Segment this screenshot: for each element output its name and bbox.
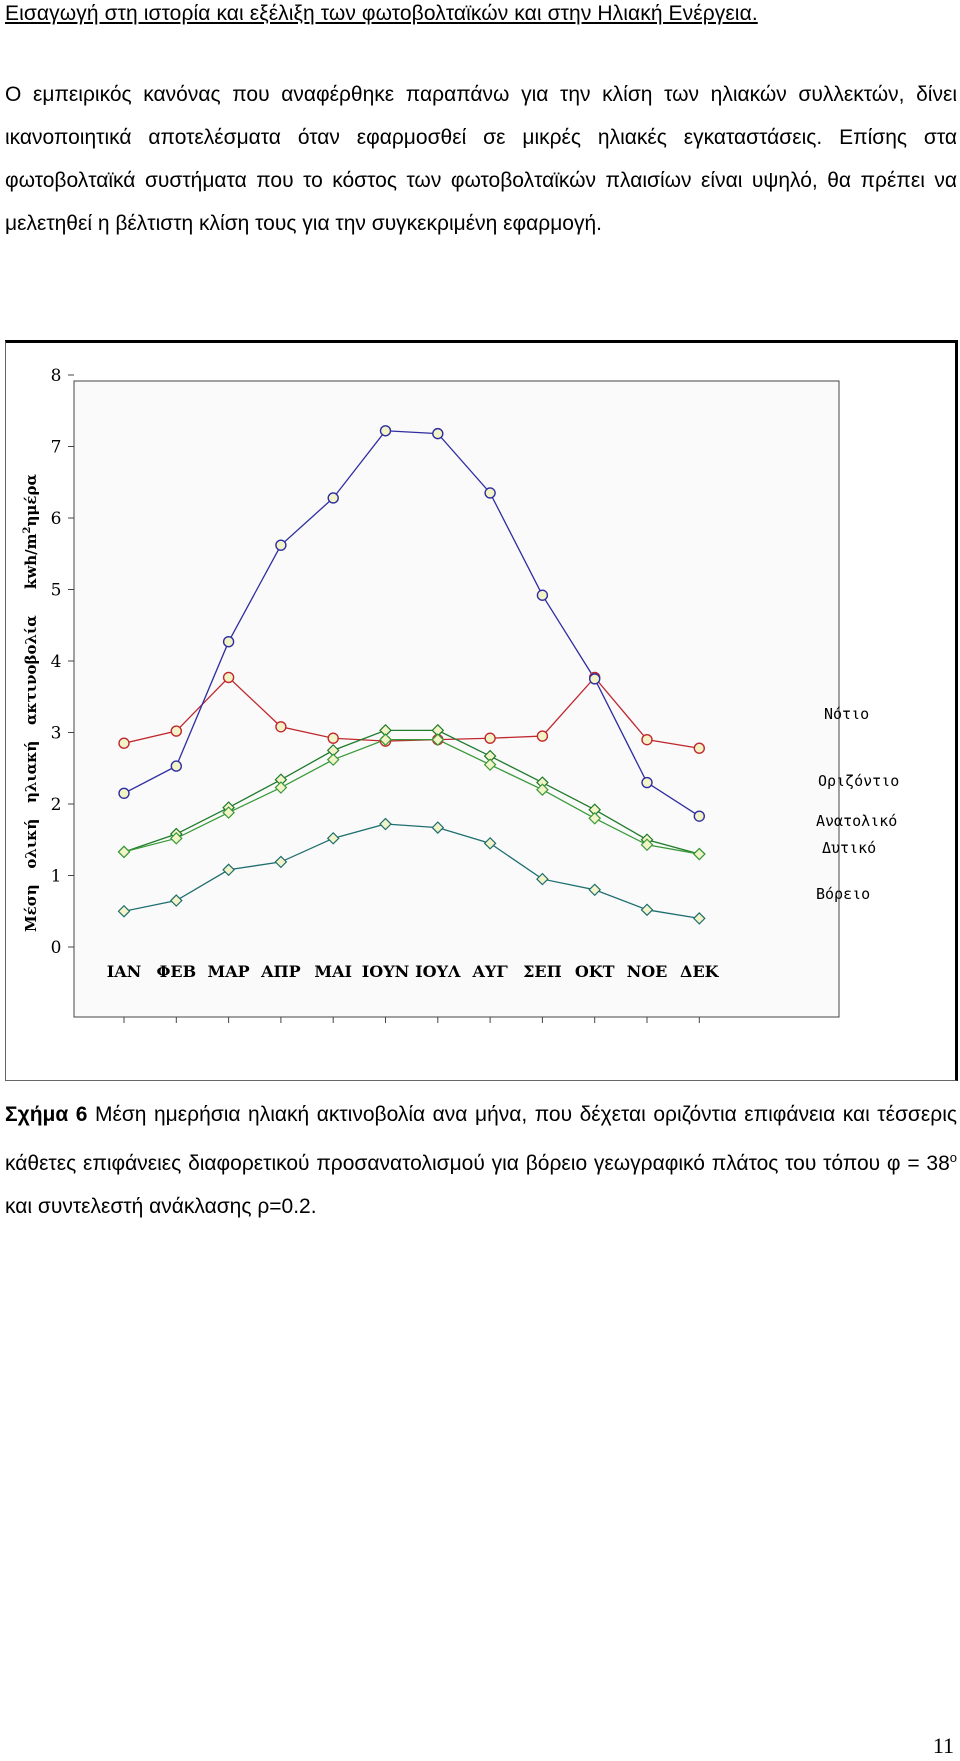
data-point — [483, 758, 497, 772]
data-point — [693, 810, 705, 822]
x-tick-label: ΙΟΥΛ — [415, 962, 461, 981]
y-axis-label-sup: 2 — [22, 527, 33, 534]
data-point — [431, 821, 445, 834]
data-point — [222, 635, 235, 648]
data-point — [536, 730, 549, 742]
plot-area — [73, 380, 840, 1018]
data-point — [327, 492, 339, 504]
y-axis-label: Μέση ολική ηλιακή ακτινοβολία kwh/m2ημέρ… — [22, 474, 40, 932]
series-line-0 — [123, 676, 700, 749]
x-tick-label: ΜΑΡ — [208, 962, 250, 981]
series-line-2 — [123, 729, 700, 855]
caption-text-end: και συντελεστή ανάκλασης ρ=0.2. — [5, 1195, 317, 1218]
data-point — [431, 733, 445, 746]
y-tick-label: 7 — [51, 438, 62, 458]
data-point — [326, 831, 340, 845]
data-point — [275, 539, 287, 551]
data-point — [327, 732, 339, 744]
y-tick-label: 4 — [51, 652, 62, 672]
data-point — [536, 783, 549, 797]
x-tick-label: ΔΕΚ — [680, 962, 720, 981]
data-point — [484, 487, 496, 499]
x-tick-label: ΦΕΒ — [156, 962, 196, 981]
y-axis-label-main: Μέση ολική ηλιακή ακτινοβολία kwh/m — [22, 533, 40, 932]
page-header: Εισαγωγή στη ιστορία και εξέλιξη των φωτ… — [5, 2, 758, 25]
data-point — [641, 733, 653, 746]
page-number: 11 — [932, 1733, 954, 1758]
data-point — [589, 673, 601, 685]
data-point — [117, 904, 131, 918]
x-tick-label: ΝΟΕ — [627, 962, 668, 981]
data-point — [118, 787, 130, 799]
data-point — [117, 845, 131, 859]
data-point — [170, 760, 183, 772]
series-line-3 — [123, 738, 700, 855]
y-axis-label-end: ημέρα — [22, 474, 40, 527]
chart-figure: Μέση ολική ηλιακή ακτινοβολία kwh/m2ημέρ… — [5, 340, 958, 1081]
legend-label: Βόρειο — [816, 885, 870, 903]
data-point — [169, 894, 183, 907]
x-tick-label: ΟΚΤ — [575, 962, 615, 981]
legend-label: Οριζόντιο — [818, 772, 899, 790]
series-line-4 — [123, 823, 700, 920]
x-tick-label: ΑΠΡ — [260, 962, 301, 981]
data-point — [692, 847, 706, 861]
data-point — [588, 811, 602, 825]
intro-paragraph: Ο εμπειρικός κανόνας που αναφέρθηκε παρα… — [5, 83, 957, 235]
series-line-1 — [123, 430, 700, 817]
y-tick-label: 2 — [51, 795, 62, 815]
caption-text: Μέση ημερήσια ηλιακή ακτινοβολία ανα μήν… — [5, 1103, 957, 1175]
data-point — [640, 903, 654, 917]
data-point — [379, 817, 392, 831]
data-point — [379, 733, 392, 746]
data-point — [326, 753, 340, 767]
data-point — [118, 737, 130, 749]
y-tick-label: 1 — [51, 867, 62, 887]
data-point — [169, 831, 183, 845]
degree-sup: ο — [949, 1150, 957, 1165]
data-point — [379, 425, 392, 437]
data-point — [222, 671, 235, 684]
data-point — [484, 732, 496, 744]
y-tick-label: 5 — [51, 581, 62, 601]
x-tick-label: ΙΑΝ — [107, 962, 142, 981]
x-tick-label: ΣΕΠ — [523, 962, 562, 981]
data-point — [536, 872, 549, 886]
data-point — [536, 589, 549, 601]
x-tick-label: ΜΑΙ — [314, 962, 352, 981]
x-tick-label: ΑΥΓ — [471, 962, 508, 981]
legend-label: Νότιο — [824, 705, 869, 723]
data-point — [275, 721, 287, 733]
data-point — [588, 883, 602, 897]
data-point — [640, 838, 654, 852]
irradiance-line-chart: Μέση ολική ηλιακή ακτινοβολία kwh/m2ημέρ… — [22, 366, 899, 1023]
figure-caption: Σχήμα 6 Μέση ημερήσια ηλιακή ακτινοβολία… — [5, 1093, 957, 1228]
data-point — [274, 781, 288, 794]
data-point — [692, 912, 706, 925]
y-tick-label: 3 — [51, 724, 62, 744]
data-point — [170, 725, 183, 737]
legend-label: Δυτικό — [822, 839, 876, 857]
data-point — [432, 427, 444, 440]
figure-label: Σχήμα 6 — [5, 1103, 88, 1126]
legend-label: Ανατολικό — [816, 812, 897, 830]
y-tick-label: 0 — [51, 938, 62, 958]
data-point — [274, 855, 288, 869]
data-point — [483, 836, 497, 850]
x-tick-label: ΙΟΥΝ — [362, 962, 409, 981]
data-point — [641, 776, 653, 789]
data-point — [222, 863, 235, 877]
data-point — [693, 742, 705, 754]
data-point — [222, 806, 235, 819]
y-tick-label: 6 — [51, 509, 62, 529]
y-tick-label: 8 — [51, 366, 62, 386]
